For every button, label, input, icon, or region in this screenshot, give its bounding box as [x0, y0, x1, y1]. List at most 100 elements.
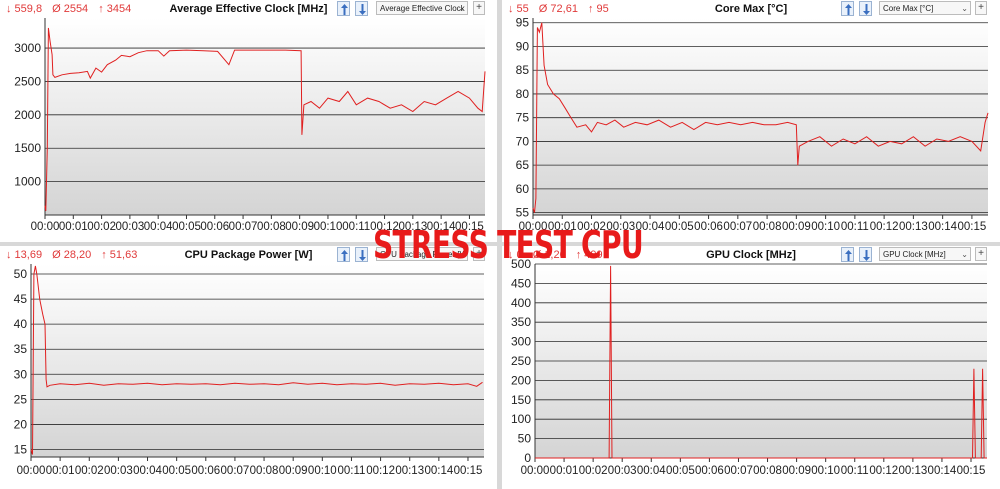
x-tick-label: 00:12 [870, 221, 899, 233]
y-tick-label: 250 [511, 354, 531, 368]
arrow-down-icon [863, 4, 870, 15]
y-tick-label: 95 [516, 16, 530, 30]
stat-avg-value: Ø 72,61 [538, 3, 578, 15]
x-tick-label: 00:02 [577, 221, 606, 233]
y-tick-label: 50 [518, 432, 532, 446]
y-tick-label: 55 [516, 206, 530, 220]
panel-header: ↓ 13,69 Ø 28,20 ↑ 51,63 CPU Package Power [… [0, 246, 497, 264]
stat-max-value: ↑ 95 [587, 3, 609, 15]
x-tick-label: 00:09 [782, 221, 811, 233]
x-tick-label: 00:10 [308, 465, 337, 477]
y-tick-label: 80 [516, 87, 530, 101]
panel-title: CPU Package Power [W] [184, 249, 313, 261]
x-tick-label: 00:00 [519, 221, 548, 233]
y-tick-label: 450 [511, 276, 531, 290]
move-down-button[interactable] [355, 247, 368, 262]
move-down-button[interactable] [355, 1, 368, 16]
y-tick-label: 400 [511, 296, 531, 310]
stat-min-value: ↓ 0 [508, 249, 523, 261]
stats-readout: ↓ 13,69 Ø 28,20 ↑ 51,63 [6, 249, 147, 261]
x-tick-label: 00:04 [144, 221, 173, 233]
panel-header: ↓ 55 Ø 72,61 ↑ 95 Core Max [°C] Core Max [°C… [502, 0, 1000, 18]
panel-cpu-package-power: ↓ 13,69 Ø 28,20 ↑ 51,63 CPU Package Power [… [0, 246, 497, 489]
x-tick-label: 00:00 [31, 221, 60, 233]
move-down-button[interactable] [859, 1, 872, 16]
x-tick-label: 00:08 [257, 221, 286, 233]
x-tick-label: 00:15 [455, 221, 484, 233]
y-tick-label: 2000 [14, 108, 41, 122]
stress-test-overlay: STRESS TEST CPU [373, 223, 644, 267]
move-up-button[interactable] [841, 247, 854, 262]
x-tick-label: 00:13 [398, 221, 427, 233]
arrow-down-icon [359, 4, 366, 15]
move-up-button[interactable] [337, 1, 350, 16]
move-down-button[interactable] [859, 247, 872, 262]
stat-avg-value: Ø 2554 [52, 3, 89, 15]
sensor-select[interactable]: GPU Clock [MHz] ⌄ [879, 247, 971, 261]
horizontal-divider[interactable] [0, 242, 1000, 246]
add-button[interactable]: + [975, 1, 987, 15]
chart: 1000 1500 2000 2500 3000 00:00 00:01 00:02 00:03… [14, 18, 486, 233]
x-tick-label: 00:05 [665, 221, 694, 233]
x-tick-label: 00:08 [753, 465, 782, 477]
y-tick-label: 30 [14, 367, 28, 381]
x-tick-label: 00:12 [869, 465, 898, 477]
chevron-down-icon: ⌄ [961, 250, 968, 259]
sensor-select[interactable]: Core Max [°C] ⌄ [879, 1, 971, 15]
x-tick-label: 00:02 [579, 465, 608, 477]
x-tick-label: 00:08 [250, 465, 279, 477]
x-tick-label: 00:12 [370, 221, 399, 233]
x-tick-label: 00:15 [454, 465, 483, 477]
x-tick-label: 00:15 [958, 221, 987, 233]
stats-readout: ↓ 55 Ø 72,61 ↑ 95 [508, 3, 619, 15]
arrow-down-icon [863, 250, 870, 261]
stats-readout: ↓ 0 Ø 1,20 ↑ 499 [508, 249, 613, 261]
x-tick-label: 00:14 [424, 465, 453, 477]
x-tick-label: 00:04 [133, 465, 162, 477]
arrow-up-icon [845, 250, 852, 261]
sensor-select-value: Average Effective Clock [M [380, 4, 468, 13]
x-tick-label: 00:15 [957, 465, 986, 477]
arrow-down-icon [359, 250, 366, 261]
y-tick-label: 2500 [14, 74, 41, 88]
x-tick-label: 00:03 [606, 221, 635, 233]
add-button[interactable]: + [473, 1, 485, 15]
panel-average-effective-clock: ↓ 559,8 Ø 2554 ↑ 3454 Average Effective Clo… [0, 0, 497, 242]
add-button[interactable]: + [975, 247, 987, 261]
panel-title: Average Effective Clock [MHz] [169, 3, 328, 15]
add-button[interactable]: + [473, 247, 485, 261]
x-tick-label: 00:03 [104, 465, 133, 477]
data-series-line [44, 27, 486, 212]
y-tick-label: 70 [516, 134, 530, 148]
arrow-up-icon [845, 4, 852, 15]
move-up-button[interactable] [337, 247, 350, 262]
stats-readout: ↓ 559,8 Ø 2554 ↑ 3454 [6, 3, 141, 15]
move-up-button[interactable] [841, 1, 854, 16]
data-series-line [30, 265, 483, 455]
sensor-select-value: Core Max [°C] [883, 4, 934, 13]
y-tick-label: 90 [516, 39, 530, 53]
x-tick-label: 00:11 [841, 465, 869, 477]
x-tick-label: 00:01 [46, 465, 75, 477]
y-tick-label: 35 [14, 342, 28, 356]
y-tick-label: 50 [14, 267, 28, 281]
data-series-line [535, 265, 987, 459]
x-tick-label: 00:13 [395, 465, 424, 477]
y-tick-label: 1500 [14, 141, 41, 155]
plot-area [533, 18, 988, 215]
y-tick-label: 75 [516, 111, 530, 125]
y-tick-label: 1000 [14, 175, 41, 189]
x-tick-label: 00:03 [115, 221, 144, 233]
sensor-select[interactable]: CPU Package Power [W] ⌄ [376, 247, 468, 261]
stat-max-value: ↑ 3454 [98, 3, 132, 15]
y-tick-label: 60 [516, 182, 530, 196]
x-tick-label: 00:13 [898, 465, 927, 477]
stat-avg-value: Ø 1,20 [532, 249, 566, 261]
sensor-select[interactable]: Average Effective Clock [M ⌄ [376, 1, 468, 15]
x-tick-label: 00:13 [899, 221, 928, 233]
plot-area [45, 18, 485, 215]
